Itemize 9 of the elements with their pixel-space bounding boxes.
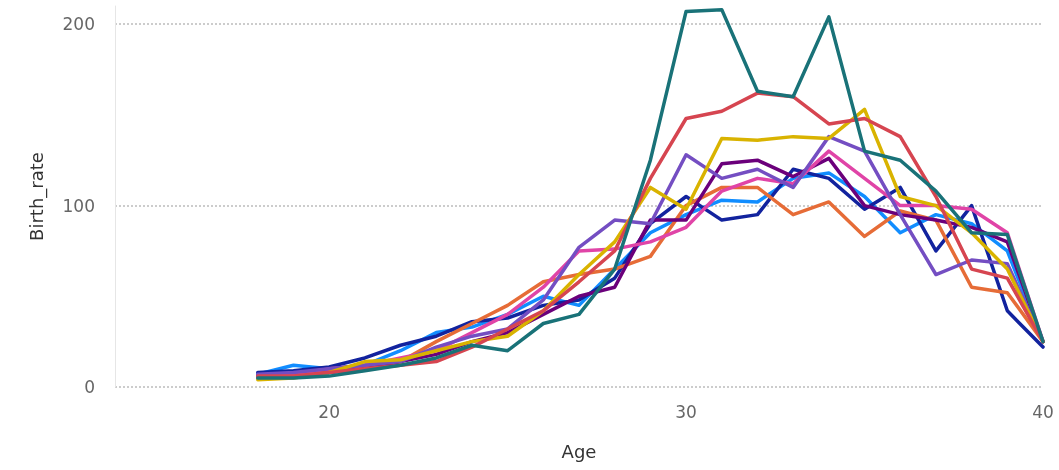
y-tick-label: 0	[84, 377, 95, 397]
y-axis-title: Birth_rate	[25, 152, 48, 241]
x-tick-label: 20	[318, 401, 340, 422]
y-tick-label: 100	[62, 195, 95, 216]
x-axis-title: Age	[561, 440, 597, 462]
line-series	[256, 7, 1045, 380]
x-tick-label: 40	[1032, 401, 1054, 422]
y-tick-label: 200	[62, 14, 95, 35]
x-tick-label: 30	[675, 401, 697, 422]
